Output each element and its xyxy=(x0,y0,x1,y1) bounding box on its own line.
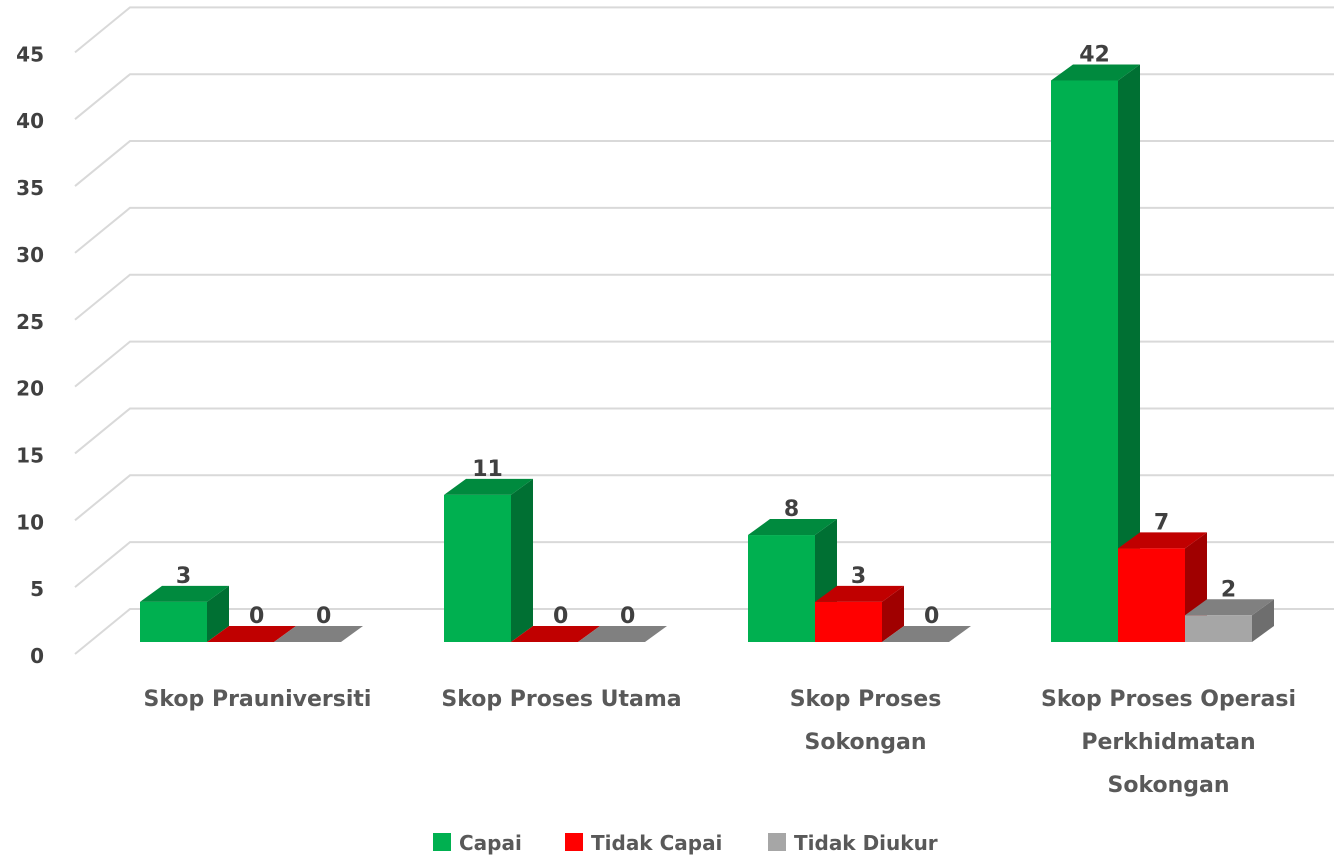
gridline xyxy=(74,541,1334,588)
gridline xyxy=(74,6,1334,54)
gridlines xyxy=(74,6,1334,655)
data-label: 0 xyxy=(620,604,635,629)
legend-label: Tidak Diukur xyxy=(794,831,938,855)
bar-top xyxy=(274,626,363,642)
y-tick-label: 45 xyxy=(16,42,44,66)
gridline xyxy=(74,474,1334,522)
category-label: Skop Proses Operasi Perkhidmatan Sokongan xyxy=(1041,687,1296,798)
gridline xyxy=(74,73,1334,120)
y-tick-label: 10 xyxy=(16,510,44,534)
bar-top xyxy=(140,585,229,602)
category-label-line: Sokongan xyxy=(1107,773,1229,798)
category-label-line: Skop Proses Utama xyxy=(441,687,681,712)
bar-side xyxy=(207,585,229,642)
legend-swatch xyxy=(768,833,786,851)
gridline xyxy=(74,608,1334,655)
category-label-line: Sokongan xyxy=(804,730,926,755)
y-tick-label: 20 xyxy=(16,377,44,401)
data-label: 3 xyxy=(851,564,866,589)
data-labels: 3 11 8 42 0 0 3 7 0 0 0 2 xyxy=(176,42,1236,629)
bar-side xyxy=(511,478,533,642)
data-label: 0 xyxy=(553,604,568,629)
data-label: 0 xyxy=(316,604,331,629)
bar-top xyxy=(1051,64,1140,81)
data-label: 2 xyxy=(1221,577,1236,602)
bar xyxy=(140,601,207,642)
bar xyxy=(815,601,882,642)
category-label: Skop Proses Sokongan xyxy=(790,687,942,755)
bar-top xyxy=(578,626,667,642)
gridline xyxy=(74,140,1334,187)
bar-top xyxy=(511,626,600,642)
gridline xyxy=(74,340,1334,388)
bars xyxy=(140,64,1274,642)
bar-top xyxy=(207,626,296,642)
y-axis-ticks: 0 5 10 15 20 25 30 35 40 45 xyxy=(16,42,44,668)
data-label: 3 xyxy=(176,564,191,589)
data-label: 8 xyxy=(784,497,799,522)
bar-top xyxy=(444,478,533,495)
category-label-line: Skop Proses Operasi xyxy=(1041,687,1296,712)
data-label: 0 xyxy=(249,604,264,629)
gridline xyxy=(74,407,1334,455)
legend-label: Capai xyxy=(459,831,522,855)
legend-swatch xyxy=(565,833,583,851)
y-tick-label: 25 xyxy=(16,310,44,334)
bar-top xyxy=(1118,532,1207,549)
y-tick-label: 30 xyxy=(16,243,44,267)
bar xyxy=(1051,80,1118,642)
data-label: 11 xyxy=(472,457,503,482)
gridline xyxy=(74,206,1334,254)
bar-top xyxy=(815,585,904,602)
bar xyxy=(1185,615,1252,642)
category-label-line: Perkhidmatan xyxy=(1081,730,1255,755)
bar-side xyxy=(882,585,904,642)
data-label: 7 xyxy=(1154,510,1169,535)
x-axis-categories: Skop Prauniversiti Skop Proses Utama Skop … xyxy=(144,687,1296,798)
y-tick-label: 15 xyxy=(16,443,44,467)
bar-top xyxy=(748,519,837,536)
category-label: Skop Prauniversiti xyxy=(144,687,372,712)
data-label: 0 xyxy=(924,604,939,629)
y-tick-label: 5 xyxy=(30,577,44,601)
category-label: Skop Proses Utama xyxy=(441,687,681,712)
bar xyxy=(444,494,511,642)
bar-side xyxy=(1118,64,1140,642)
y-tick-label: 0 xyxy=(30,644,44,668)
bar xyxy=(748,535,815,642)
gridline xyxy=(74,273,1334,321)
bar-top xyxy=(882,626,971,642)
data-label: 42 xyxy=(1079,42,1110,67)
bar xyxy=(1118,548,1185,642)
legend-label: Tidak Capai xyxy=(591,831,722,855)
bar-side xyxy=(1252,599,1274,642)
y-tick-label: 40 xyxy=(16,109,44,133)
legend: Capai Tidak Capai Tidak Diukur xyxy=(433,831,938,855)
category-label-line: Skop Prauniversiti xyxy=(144,687,372,712)
legend-swatch xyxy=(433,833,451,851)
y-tick-label: 35 xyxy=(16,176,44,200)
category-label-line: Skop Proses xyxy=(790,687,942,712)
bar-top xyxy=(1185,599,1274,616)
